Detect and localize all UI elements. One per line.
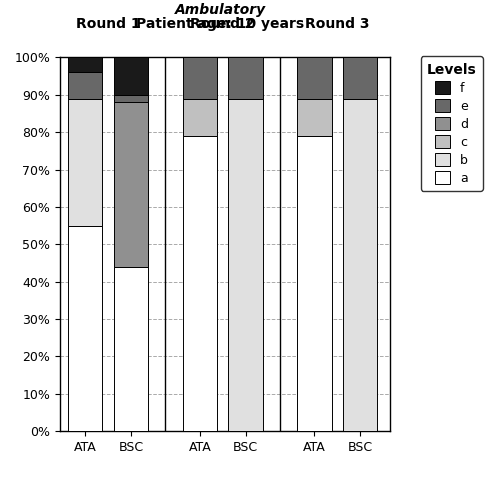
Bar — [182, 99, 217, 136]
Text: Round 3: Round 3 — [305, 17, 370, 31]
Bar — [114, 267, 148, 431]
Bar — [114, 57, 148, 95]
Bar — [228, 57, 263, 99]
Text: Ambulatory: Ambulatory — [174, 3, 266, 17]
Bar — [68, 57, 102, 72]
Bar — [297, 136, 332, 431]
Text: Round 2: Round 2 — [190, 17, 255, 31]
Legend: f, e, d, c, b, a: f, e, d, c, b, a — [420, 56, 483, 191]
Bar — [297, 57, 332, 99]
Bar — [297, 99, 332, 136]
Bar — [114, 95, 148, 103]
Bar — [343, 99, 378, 431]
Bar — [182, 57, 217, 99]
Bar — [182, 136, 217, 431]
Text: Patient age: 10 years: Patient age: 10 years — [136, 17, 304, 31]
Bar — [68, 72, 102, 99]
Bar — [228, 99, 263, 431]
Bar — [343, 57, 378, 99]
Bar — [68, 99, 102, 226]
Bar — [114, 103, 148, 267]
Text: Round 1: Round 1 — [76, 17, 140, 31]
Bar — [68, 226, 102, 431]
